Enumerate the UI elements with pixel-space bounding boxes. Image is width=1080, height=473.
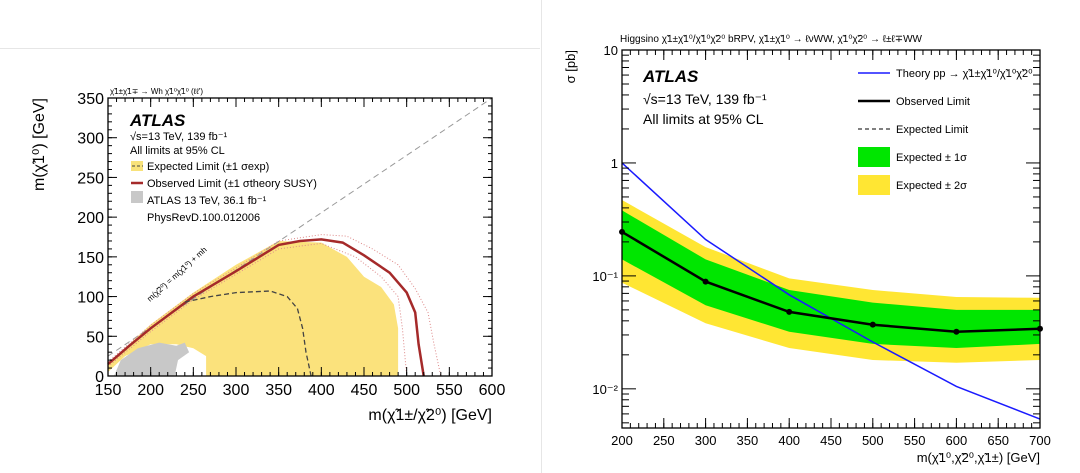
legend-entry: Expected Limit bbox=[896, 124, 968, 136]
x-axis-label: m(χ̃1⁰,χ̃2⁰,χ̃1±) [GeV] bbox=[917, 450, 1040, 465]
x-tick-label: 200 bbox=[137, 382, 164, 399]
legend-entry: Theory pp → χ̃1±χ̃1⁰/χ̃1⁰χ̃2⁰ bbox=[896, 68, 1033, 80]
legend-entry: PhysRevD.100.012006 bbox=[147, 212, 260, 224]
plot-title: χ̃1±χ̃1∓ → Wh χ̃1⁰χ̃1⁰ (ℓℓ') bbox=[110, 87, 203, 96]
observed-down-line bbox=[107, 242, 408, 377]
x-tick-label: 400 bbox=[308, 382, 335, 399]
y-tick-label: 250 bbox=[77, 170, 104, 187]
y-tick-label: 0 bbox=[95, 369, 104, 386]
legend-entry: Expected Limit (±1 σexp) bbox=[147, 161, 269, 173]
x-tick-label: 300 bbox=[223, 382, 250, 399]
observed-point bbox=[953, 328, 960, 335]
x-tick-label: 700 bbox=[1029, 433, 1051, 448]
y-tick-label: 50 bbox=[86, 329, 104, 346]
x-axis-label: m(χ̃1±/χ̃2⁰) [GeV] bbox=[368, 407, 492, 424]
observed-limit-line bbox=[107, 238, 425, 377]
y-tick-label: 350 bbox=[77, 91, 104, 108]
x-tick-label: 200 bbox=[611, 433, 633, 448]
legend-entry: Observed Limit (±1 σtheory SUSY) bbox=[147, 178, 317, 190]
observed-point bbox=[702, 278, 709, 285]
legend-entry: Expected ± 2σ bbox=[896, 180, 967, 192]
y-tick-label: 10⁻² bbox=[592, 382, 618, 397]
expected-1sigma-band bbox=[622, 210, 1040, 348]
legend-entry: Expected ± 1σ bbox=[896, 152, 967, 164]
atlas-label: ATLAS bbox=[642, 67, 699, 86]
observed-up-line bbox=[107, 234, 442, 377]
x-tick-label: 500 bbox=[393, 382, 420, 399]
previous-result-area bbox=[114, 342, 190, 376]
x-tick-label: 350 bbox=[265, 382, 292, 399]
x-tick-label: 600 bbox=[479, 382, 506, 399]
x-tick-label: 250 bbox=[180, 382, 207, 399]
x-tick-label: 350 bbox=[737, 433, 759, 448]
y-tick-label: 10 bbox=[604, 43, 618, 58]
observed-point bbox=[869, 321, 876, 328]
kinematic-diagonal-line bbox=[108, 98, 492, 357]
atlas-label: ATLAS bbox=[129, 111, 186, 130]
legend-swatch bbox=[858, 175, 890, 195]
x-tick-label: 500 bbox=[862, 433, 884, 448]
x-tick-label: 550 bbox=[904, 433, 926, 448]
y-axis-label: σ [pb] bbox=[563, 50, 578, 83]
cl-label: All limits at 95% CL bbox=[643, 111, 764, 127]
x-tick-label: 150 bbox=[95, 382, 122, 399]
expected-limit-line bbox=[184, 290, 312, 377]
x-tick-label: 250 bbox=[653, 433, 675, 448]
observed-point bbox=[786, 308, 793, 315]
legend-entry: Observed Limit bbox=[896, 96, 970, 108]
y-tick-label: 100 bbox=[77, 290, 104, 307]
legend-swatch bbox=[131, 191, 143, 203]
y-tick-label: 300 bbox=[77, 131, 104, 148]
energy-label: √s=13 TeV, 139 fb⁻¹ bbox=[130, 131, 228, 143]
divider bbox=[541, 0, 542, 473]
observed-limit-line bbox=[621, 230, 1041, 334]
y-axis-label: m(χ̃1⁰) [GeV] bbox=[31, 98, 48, 191]
y-tick-label: 10⁻¹ bbox=[592, 269, 618, 284]
plot-frame bbox=[107, 97, 493, 377]
x-tick-label: 400 bbox=[778, 433, 800, 448]
y-tick-label: 150 bbox=[77, 250, 104, 267]
divider bbox=[0, 48, 540, 49]
legend-swatch bbox=[858, 147, 890, 167]
expected-band-area bbox=[108, 241, 399, 376]
y-tick-label: 1 bbox=[611, 156, 618, 171]
x-tick-label: 600 bbox=[946, 433, 968, 448]
x-tick-label: 450 bbox=[351, 382, 378, 399]
y-tick-label: 200 bbox=[77, 210, 104, 227]
x-tick-label: 300 bbox=[695, 433, 717, 448]
energy-label: √s=13 TeV, 139 fb⁻¹ bbox=[643, 91, 767, 107]
plot-title: Higgsino χ̃1±χ̃1⁰/χ̃1⁰χ̃2⁰ bRPV, χ̃1±χ̃1… bbox=[620, 34, 923, 45]
cl-label: All limits at 95% CL bbox=[130, 145, 225, 157]
legend-entry: ATLAS 13 TeV, 36.1 fb⁻¹ bbox=[147, 195, 267, 207]
x-tick-label: 450 bbox=[820, 433, 842, 448]
x-tick-label: 650 bbox=[987, 433, 1009, 448]
x-tick-label: 550 bbox=[436, 382, 463, 399]
